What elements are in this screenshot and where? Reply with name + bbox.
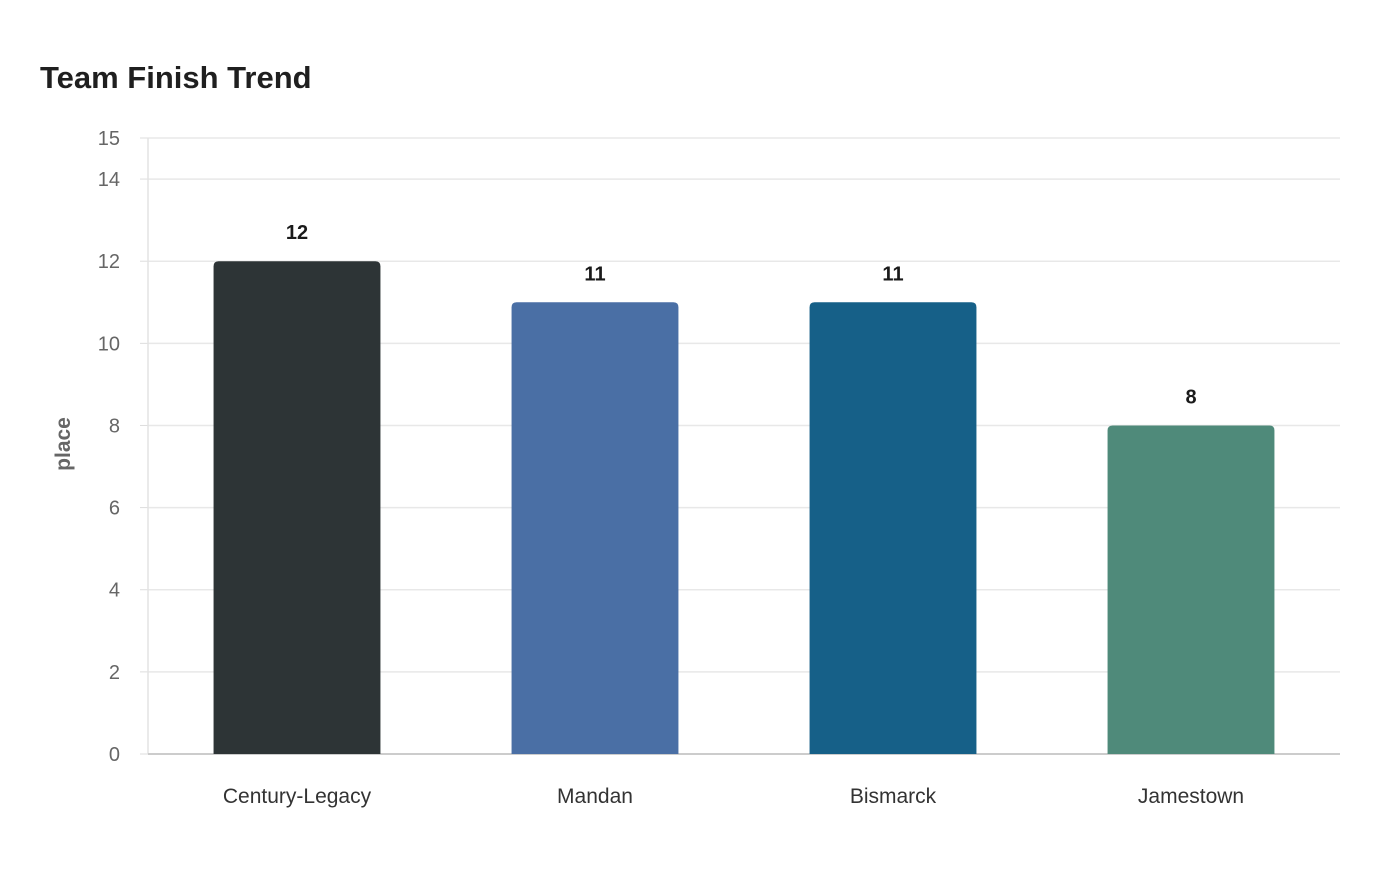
bars [213, 261, 1275, 754]
data-label: 8 [1185, 386, 1196, 408]
bar-mandan [511, 302, 679, 754]
y-tick-label: 0 [109, 744, 120, 766]
y-axis-title: place [52, 417, 75, 471]
data-label: 11 [882, 263, 903, 285]
y-tick-label: 10 [98, 333, 120, 355]
y-tick-label: 8 [109, 415, 120, 437]
data-label: 11 [584, 263, 605, 285]
x-tick-label: Jamestown [1138, 785, 1244, 808]
data-label: 12 [286, 222, 308, 244]
y-tick-label: 12 [98, 251, 120, 273]
y-tick-label: 6 [109, 498, 120, 520]
x-tick-label: Mandan [557, 785, 633, 808]
y-tick-label: 15 [98, 128, 120, 150]
bar-jamestown [1107, 425, 1275, 754]
x-tick-label: Bismarck [850, 785, 937, 808]
y-tick-label: 14 [98, 169, 120, 191]
chart-title: Team Finish Trend [40, 60, 312, 95]
bar-bismarck [809, 302, 977, 754]
labels: 0 2 4 6 8 10 12 14 15 place 12 Century-Legacy 11 Mand… [52, 128, 1244, 808]
y-tick-label: 4 [109, 580, 120, 602]
bar-century-legacy [213, 261, 381, 754]
y-tick-label: 2 [109, 662, 120, 684]
x-tick-label: Century-Legacy [223, 785, 372, 808]
